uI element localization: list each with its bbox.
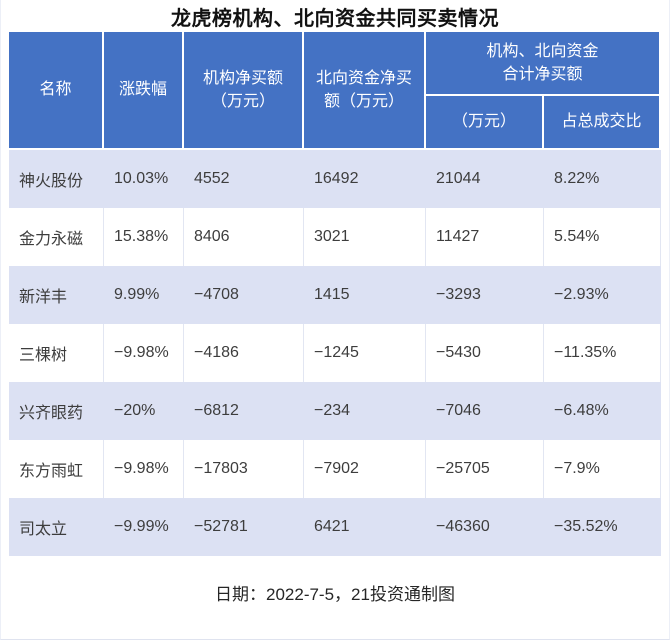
stock-name: 新洋丰 <box>8 266 104 324</box>
col-header-combined-ratio: 占总成交比 <box>543 96 661 150</box>
combined-net-value: −3293 <box>425 266 544 324</box>
combined-net-value: −25705 <box>425 440 544 498</box>
change-pct: −9.98% <box>103 324 184 382</box>
turnover-ratio: 5.54% <box>543 208 661 266</box>
table-body: 神火股份 10.03% 4552 16492 21044 8.22% 金力永磁 … <box>8 150 661 556</box>
north-net-value: 6421 <box>303 498 426 556</box>
col-header-combined: 机构、北向资金 合计净买额 <box>425 32 661 96</box>
change-pct: 15.38% <box>103 208 184 266</box>
header-row-top: 名称 涨跌幅 机构净买额 （万元） 北向资金净买 额（万元） 机构、北向资金 合计净买… <box>8 32 661 150</box>
col-header-change: 涨跌幅 <box>103 32 184 150</box>
inst-net-value: 8406 <box>183 208 304 266</box>
inst-net-value: −4186 <box>183 324 304 382</box>
table-row: 三棵树 −9.98% −4186 −1245 −5430 −11.35% <box>8 324 661 382</box>
inst-net-value: −52781 <box>183 498 304 556</box>
inst-net-value: 4552 <box>183 150 304 208</box>
inst-net-value: −17803 <box>183 440 304 498</box>
footer-note: 日期：2022-7-5，21投资通制图 <box>8 556 661 629</box>
change-pct: −9.98% <box>103 440 184 498</box>
header-line: 合计净买额 <box>502 66 583 83</box>
table-footer: 日期：2022-7-5，21投资通制图 <box>8 556 661 629</box>
change-pct: 10.03% <box>103 150 184 208</box>
table-row: 金力永磁 15.38% 8406 3021 11427 5.54% <box>8 208 661 266</box>
stock-name: 司太立 <box>8 498 104 556</box>
combined-net-value: −46360 <box>425 498 544 556</box>
stock-name: 神火股份 <box>8 150 104 208</box>
header-line: 北向资金净买 <box>315 69 412 87</box>
turnover-ratio: 8.22% <box>543 150 661 208</box>
north-net-value: 16492 <box>303 150 426 208</box>
table-row: 司太立 −9.99% −52781 6421 −46360 −35.52% <box>8 498 661 556</box>
combined-net-value: −5430 <box>425 324 544 382</box>
north-net-value: −7902 <box>303 440 426 498</box>
table-row: 神火股份 10.03% 4552 16492 21044 8.22% <box>8 150 661 208</box>
stock-name: 兴齐眼药 <box>8 382 104 440</box>
turnover-ratio: −35.52% <box>543 498 661 556</box>
turnover-ratio: −2.93% <box>543 266 661 324</box>
stock-name: 金力永磁 <box>8 208 104 266</box>
turnover-ratio: −6.48% <box>543 382 661 440</box>
header-line: 机构、北向资金 <box>486 42 599 60</box>
combined-net-value: 11427 <box>425 208 544 266</box>
col-header-inst-net: 机构净买额 （万元） <box>183 32 304 150</box>
header-line: 额（万元） <box>323 93 404 110</box>
footer-row: 日期：2022-7-5，21投资通制图 <box>8 556 661 629</box>
header-row-sub: （万元） 占总成交比 <box>9 96 661 150</box>
combined-net-value: −7046 <box>425 382 544 440</box>
inst-net-value: −6812 <box>183 382 304 440</box>
north-net-value: 3021 <box>303 208 426 266</box>
combined-net-value: 21044 <box>425 150 544 208</box>
header-line: 机构净买额 <box>202 69 283 87</box>
change-pct: −20% <box>103 382 184 440</box>
turnover-ratio: −7.9% <box>543 440 661 498</box>
col-header-name: 名称 <box>8 32 104 150</box>
col-header-combined-unit: （万元） <box>425 96 544 150</box>
stock-name: 三棵树 <box>8 324 104 382</box>
turnover-ratio: −11.35% <box>543 324 661 382</box>
table-row: 东方雨虹 −9.98% −17803 −7902 −25705 −7.9% <box>8 440 661 498</box>
north-net-value: 1415 <box>303 266 426 324</box>
inst-net-value: −4708 <box>183 266 304 324</box>
stock-name: 东方雨虹 <box>8 440 104 498</box>
change-pct: −9.99% <box>103 498 184 556</box>
table-row: 新洋丰 9.99% −4708 1415 −3293 −2.93% <box>8 266 661 324</box>
north-net-value: −234 <box>303 382 426 440</box>
table-row: 兴齐眼药 −20% −6812 −234 −7046 −6.48% <box>8 382 661 440</box>
header-line: （万元） <box>210 93 275 110</box>
page-title: 龙虎榜机构、北向资金共同买卖情况 <box>171 8 499 30</box>
col-header-north-net: 北向资金净买 额（万元） <box>303 32 426 150</box>
table-header: 名称 涨跌幅 机构净买额 （万元） 北向资金净买 额（万元） 机构、北向资金 合计净买… <box>8 32 661 150</box>
change-pct: 9.99% <box>103 266 184 324</box>
data-table: 名称 涨跌幅 机构净买额 （万元） 北向资金净买 额（万元） 机构、北向资金 合计净买… <box>8 32 661 629</box>
north-net-value: −1245 <box>303 324 426 382</box>
